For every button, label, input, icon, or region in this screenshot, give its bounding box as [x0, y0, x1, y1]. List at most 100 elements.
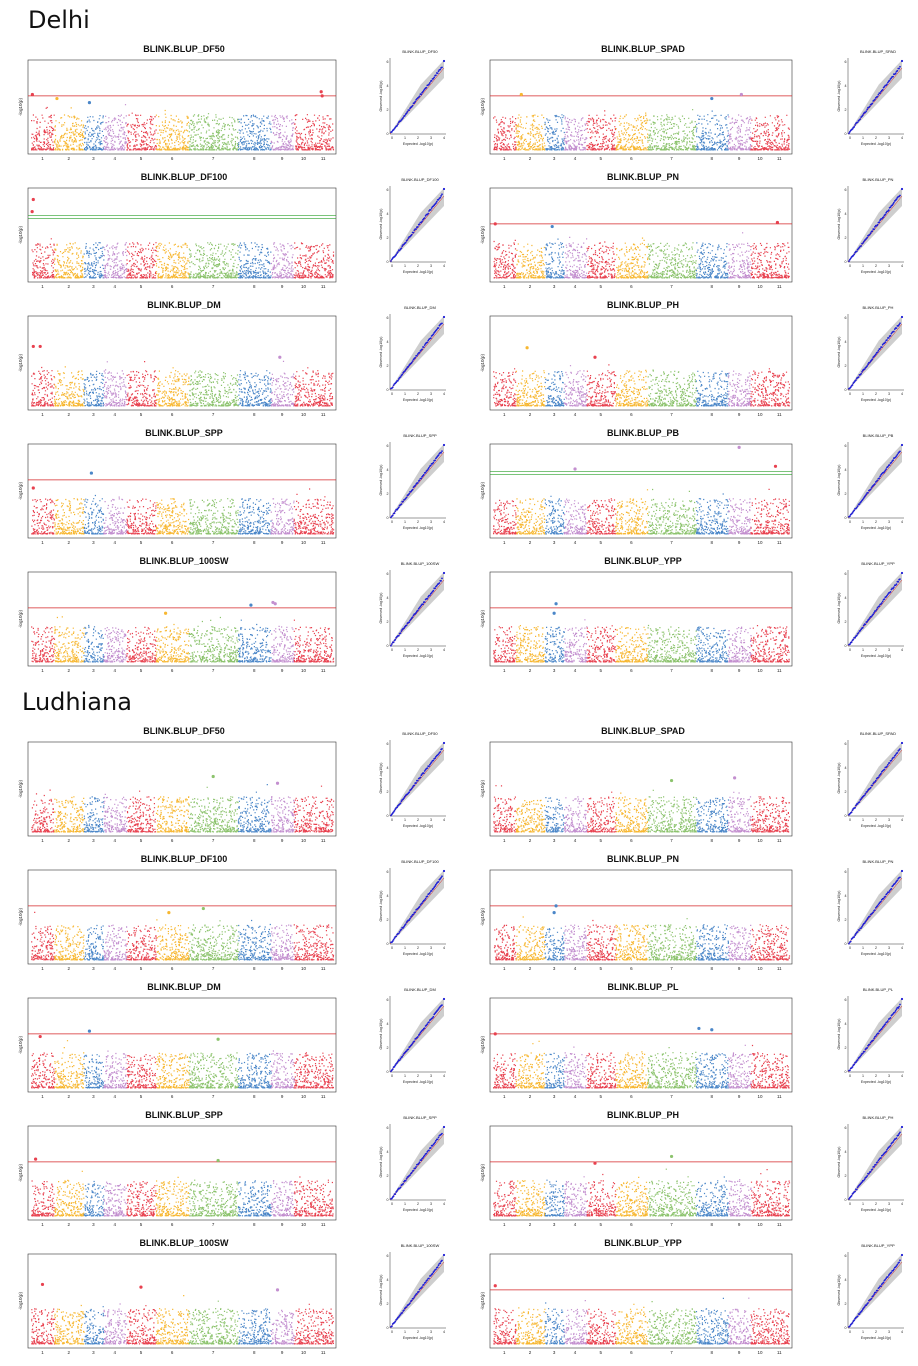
qq-plot: BLINK.BLUP_SPP Observed -log10(p) 0 1 2 3 4 0 2 4…: [379, 433, 446, 530]
qq-y-tick: 2: [845, 918, 847, 922]
chromosome-9-points: [727, 370, 752, 407]
chromosome-tick-label: 7: [670, 1094, 673, 1099]
chromosome-tick-label: 6: [630, 966, 633, 971]
qq-y-tick: 0: [845, 1326, 847, 1330]
snp-points: [83, 924, 105, 961]
qq-title: BLINK.BLUP_DF100: [401, 177, 439, 182]
qq-confidence-band: [848, 870, 902, 944]
chromosome-2-points: [54, 925, 85, 961]
snp-points: [750, 488, 771, 535]
plot-frame: [489, 571, 793, 667]
chromosome-4-points: [103, 1303, 128, 1345]
snp-points: [615, 626, 649, 663]
qq-x-tick: 1: [862, 520, 864, 524]
y-axis-label: -log10(p): [480, 779, 485, 798]
peak-snp-point: [30, 92, 34, 97]
snp-points: [103, 242, 128, 279]
chromosome-tick-label: 2: [67, 668, 70, 673]
chromosome-6-points: [615, 924, 649, 961]
chromosome-tick-label: 3: [92, 1094, 95, 1099]
chromosome-tick-label: 10: [301, 156, 307, 161]
manhattan-plot: BLINK.BLUP_PH -log10(p) 1 2 3 4 5 6 7 8 9 10 11: [480, 1110, 793, 1227]
peak-snp-point: [525, 346, 529, 350]
plot-frame: [489, 869, 793, 965]
snp-points: [544, 1302, 565, 1345]
qq-y-tick: 4: [845, 340, 847, 344]
chromosome-tick-label: 7: [670, 156, 673, 161]
chromosome-tick-label: 9: [281, 156, 284, 161]
snp-points: [54, 1040, 85, 1089]
qq-top-point: [900, 315, 904, 319]
chromosome-tick-label: 8: [253, 156, 256, 161]
qq-x-tick: 1: [404, 1330, 406, 1334]
qq-y-tick: 4: [845, 894, 847, 898]
qq-y-tick: 6: [845, 742, 847, 746]
snp-points: [237, 919, 272, 961]
qq-x-tick: 2: [417, 648, 419, 652]
snp-points: [188, 616, 239, 663]
chromosome-tick-label: 10: [758, 1350, 764, 1355]
peak-snp-point: [30, 210, 34, 214]
chromosome-tick-label: 7: [670, 284, 673, 289]
chromosome-10-points: [750, 625, 771, 663]
chromosome-tick-label: 8: [711, 1094, 714, 1099]
plot-frame: [27, 997, 337, 1093]
qq-x-tick: 4: [443, 1202, 445, 1206]
qq-y-tick: 6: [387, 1126, 389, 1130]
snp-points: [293, 619, 315, 663]
chromosome-tick-label: 11: [321, 156, 326, 161]
qq-y-tick: 6: [387, 444, 389, 448]
qq-y-tick: 2: [845, 1302, 847, 1306]
chromosome-8-points: [695, 1176, 729, 1217]
chromosome-4-points: [564, 236, 588, 279]
snp-points: [126, 361, 157, 407]
peak-snp-point: [775, 220, 780, 225]
plot-frame: [27, 869, 337, 965]
qq-y-tick: 2: [845, 236, 847, 240]
snp-points: [126, 626, 157, 663]
chromosome-tick-label: 5: [600, 838, 603, 843]
manhattan-title: BLINK.BLUP_PN: [607, 854, 679, 864]
qq-x-tick: 4: [901, 392, 903, 396]
qq-x-tick: 0: [391, 1074, 393, 1078]
chromosome-tick-label: 1: [41, 838, 44, 843]
chromosome-8-points: [695, 1297, 729, 1345]
peak-snp-point: [249, 603, 253, 607]
chromosome-2-points: [54, 616, 85, 663]
qq-y-tick: 0: [387, 942, 389, 946]
y-axis-label: -log10(p): [480, 609, 485, 628]
chromosome-1-points: [493, 1308, 517, 1345]
chromosome-tick-label: 4: [574, 668, 577, 673]
manhattan-plot: BLINK.BLUP_PH -log10(p) 1 2 3 4 5 6 7 8 9 10 11: [480, 300, 793, 417]
chromosome-tick-label: 4: [113, 540, 116, 545]
qq-top-point: [900, 187, 904, 191]
qq-y-tick: 2: [387, 364, 389, 368]
peak-snp-point: [554, 602, 558, 606]
qq-y-tick: 2: [387, 1046, 389, 1050]
manhattan-title: BLINK.BLUP_PL: [607, 982, 679, 992]
qq-x-tick: 2: [417, 136, 419, 140]
chromosome-tick-label: 11: [321, 284, 326, 289]
chromosome-3-points: [544, 1179, 565, 1217]
chromosome-1-points: [31, 789, 55, 833]
chromosome-tick-label: 9: [738, 668, 741, 673]
chromosome-tick-label: 4: [574, 284, 577, 289]
qq-y-tick: 6: [387, 572, 389, 576]
qq-top-point: [442, 741, 446, 745]
snp-points: [237, 784, 272, 833]
qq-y-tick: 6: [387, 316, 389, 320]
plot-frame: [27, 443, 337, 539]
chromosome-5-points: [586, 919, 617, 961]
plot-frame: [27, 59, 337, 155]
chromosome-10-points: [750, 1044, 771, 1089]
chromosome-tick-label: 5: [600, 1094, 603, 1099]
chromosome-tick-label: 6: [171, 1222, 174, 1227]
peak-snp-point: [519, 92, 523, 97]
snp-points: [293, 242, 315, 279]
chromosome-1-points: [31, 366, 56, 407]
qq-x-tick: 2: [875, 136, 877, 140]
qq-title: BLINK.BLUP_SPAD: [860, 731, 896, 736]
chromosome-tick-label: 1: [41, 540, 44, 545]
chromosome-8-points: [237, 784, 272, 833]
qq-x-tick: 3: [888, 648, 890, 652]
